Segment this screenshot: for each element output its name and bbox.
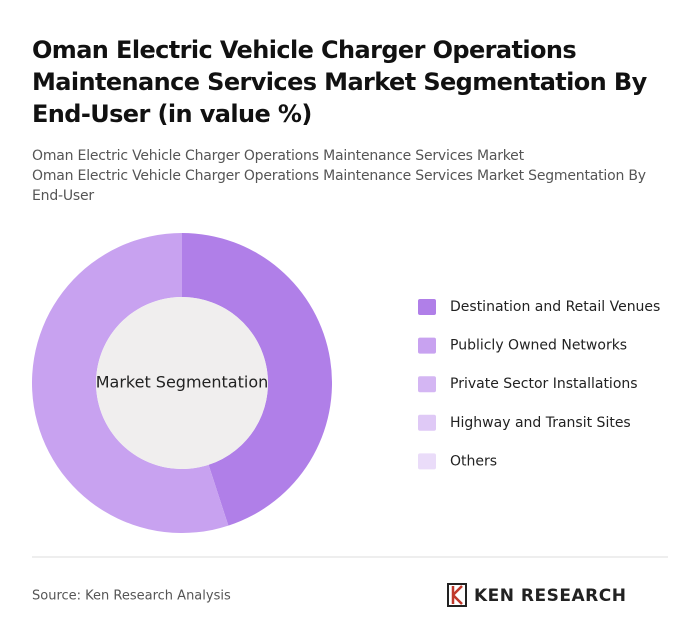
legend-swatch	[418, 299, 436, 315]
donut-hole	[96, 297, 268, 469]
subtitle-block: Oman Electric Vehicle Charger Operations…	[32, 146, 672, 206]
donut-segment	[182, 233, 333, 526]
legend-label: Others	[450, 453, 497, 469]
chart-title: Oman Electric Vehicle Charger Operations…	[32, 36, 647, 128]
logo-text: KEN RESEARCH	[474, 586, 626, 606]
legend-label: Publicly Owned Networks	[450, 338, 627, 354]
center-label: Market Segmentation	[96, 373, 269, 392]
legend-label: Destination and Retail Venues	[450, 299, 660, 315]
subtitle: Oman Electric Vehicle Charger Operations…	[32, 168, 646, 204]
legend-swatch	[418, 376, 436, 393]
legend-label: Highway and Transit Sites	[450, 415, 631, 431]
source: Source: Ken Research Analysis	[32, 589, 231, 604]
subtitle: Oman Electric Vehicle Charger Operations…	[32, 148, 524, 164]
donut-segment	[31, 233, 229, 533]
legend-swatch	[418, 453, 436, 470]
legend-swatch	[418, 414, 436, 431]
legend-label: Private Sector Installations	[450, 376, 638, 392]
legend-swatch	[418, 337, 436, 354]
logo-icon	[447, 583, 467, 607]
